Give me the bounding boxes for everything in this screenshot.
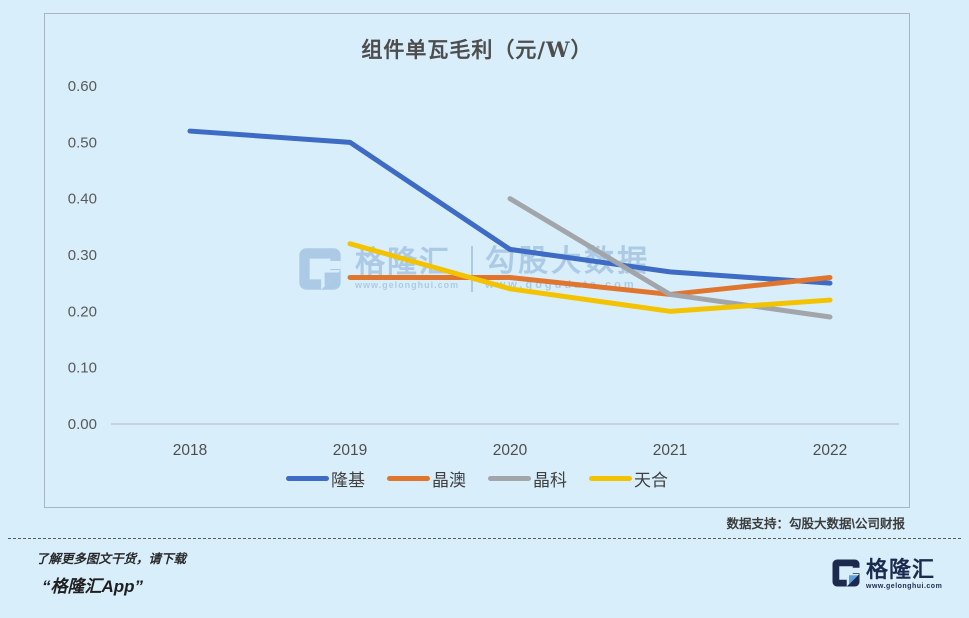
gelonghui-logo-icon <box>832 559 860 587</box>
x-axis-label: 2020 <box>493 442 528 459</box>
promo-block: 了解更多图文干货，请下载 “格隆汇App” <box>36 548 186 597</box>
y-axis-tick-label: 0.20 <box>68 303 97 320</box>
y-axis-tick-label: 0.40 <box>68 191 97 208</box>
series-line-longi <box>187 128 833 286</box>
dashed-separator <box>8 538 961 539</box>
chart-legend: 隆基 晶澳 晶科 天合 <box>45 466 909 491</box>
legend-label-ja-solar: 晶澳 <box>432 471 466 490</box>
promo-text: 了解更多图文干货，请下载 <box>36 552 187 566</box>
line-chart-plot: 0.60 0.50 0.40 0.30 0.20 0.10 0.00 2018 2019 2020… <box>68 78 899 459</box>
chart-panel: 格隆汇 www.gelonghui.com 勾股大数据 www.gogudata… <box>44 13 910 508</box>
y-axis-tick-label: 0.10 <box>68 360 97 377</box>
series-line-jinko <box>507 196 833 320</box>
data-support-note: 数据支持：勾股大数据\公司财报 <box>726 517 905 531</box>
x-axis-label: 2018 <box>173 442 207 459</box>
legend-swatch-trina <box>589 476 632 481</box>
x-axis-label: 2019 <box>333 442 367 459</box>
gelonghui-logo-text: 格隆汇 <box>866 557 936 582</box>
legend-item-longi: 隆基 <box>286 466 365 491</box>
y-axis-tick-label: 0.50 <box>68 134 97 151</box>
legend-label-jinko: 晶科 <box>533 471 567 490</box>
legend-item-jinko: 晶科 <box>488 466 567 491</box>
gelonghui-logo-url: www.gelonghui.com <box>866 583 943 590</box>
legend-swatch-longi <box>286 476 329 481</box>
legend-label-longi: 隆基 <box>331 471 365 490</box>
series-line-trina <box>347 241 833 314</box>
gelonghui-logo-text-block: 格隆汇 www.gelonghui.com <box>866 557 943 591</box>
x-axis-label: 2022 <box>813 442 847 459</box>
legend-item-trina: 天合 <box>589 466 668 491</box>
series-line-ja-solar <box>347 275 833 297</box>
legend-swatch-jinko <box>488 476 531 481</box>
gelonghui-logo: 格隆汇 www.gelonghui.com <box>831 558 942 590</box>
legend-item-ja-solar: 晶澳 <box>387 466 466 491</box>
y-axis-tick-label: 0.30 <box>68 247 97 264</box>
legend-label-trina: 天合 <box>634 471 668 490</box>
legend-swatch-ja-solar <box>387 476 430 481</box>
y-axis-tick-label: 0.60 <box>68 78 97 95</box>
promo-app-name: “格隆汇App” <box>42 577 144 596</box>
y-axis-tick-label: 0.00 <box>68 416 97 433</box>
x-axis-label: 2021 <box>653 442 687 459</box>
chart-title: 组件单瓦毛利（元/W） <box>361 37 593 62</box>
